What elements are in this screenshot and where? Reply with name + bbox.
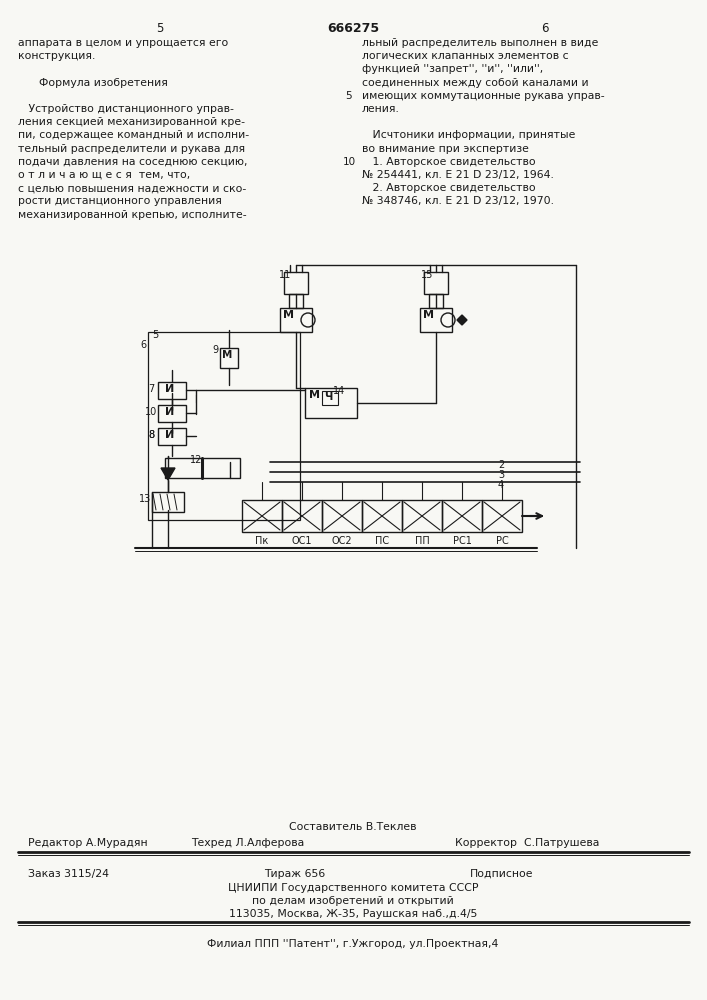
Bar (152, 492, 184, 512)
Text: M: M (423, 310, 434, 320)
Text: во внимание при экспертизе: во внимание при экспертизе (362, 144, 529, 154)
Text: механизированной крепью, исполните-: механизированной крепью, исполните- (18, 210, 247, 220)
Text: M: M (222, 350, 233, 360)
Bar (242, 500, 282, 532)
Text: подачи давления на соседнюю секцию,: подачи давления на соседнюю секцию, (18, 157, 247, 167)
Text: 5: 5 (152, 330, 158, 340)
Bar (282, 500, 322, 532)
Text: конструкция.: конструкция. (18, 51, 95, 61)
Text: РС1: РС1 (452, 536, 472, 546)
Text: ОС1: ОС1 (292, 536, 312, 546)
Text: ления.: ления. (362, 104, 400, 114)
Text: Формула изобретения: Формула изобретения (18, 78, 168, 88)
Text: Корректор  С.Патрушева: Корректор С.Патрушева (455, 838, 600, 848)
Text: тельный распределители и рукава для: тельный распределители и рукава для (18, 144, 245, 154)
Bar (420, 308, 452, 332)
Text: 12: 12 (190, 455, 202, 465)
Text: 113035, Москва, Ж-35, Раушская наб.,д.4/5: 113035, Москва, Ж-35, Раушская наб.,д.4/… (229, 909, 477, 919)
Text: 14: 14 (333, 386, 345, 396)
Text: логических клапанных элементов с: логических клапанных элементов с (362, 51, 568, 61)
Bar (158, 382, 186, 399)
Text: Тираж 656: Тираж 656 (264, 869, 326, 879)
Text: 13: 13 (139, 494, 151, 504)
Text: РС: РС (496, 536, 508, 546)
Text: 6: 6 (140, 340, 146, 350)
Text: 10: 10 (145, 407, 157, 417)
Bar (280, 308, 312, 332)
Bar (284, 272, 308, 294)
Text: имеющих коммутационные рукава управ-: имеющих коммутационные рукава управ- (362, 91, 604, 101)
Text: 11: 11 (279, 270, 291, 280)
Text: Составитель В.Теклев: Составитель В.Теклев (289, 822, 416, 832)
Text: ОС2: ОС2 (332, 536, 352, 546)
Text: Пк: Пк (255, 536, 269, 546)
Text: 5: 5 (346, 91, 352, 101)
Polygon shape (457, 315, 467, 325)
Bar (424, 272, 448, 294)
Bar (220, 348, 238, 368)
Bar (362, 500, 402, 532)
Text: И: И (165, 430, 174, 440)
Text: 10: 10 (342, 157, 356, 167)
Bar (289, 294, 303, 308)
Bar (442, 500, 482, 532)
Text: Редактор А.Мурадян: Редактор А.Мурадян (28, 838, 148, 848)
Text: 1. Авторское свидетельство: 1. Авторское свидетельство (362, 157, 536, 167)
Text: 2: 2 (498, 460, 504, 470)
Text: ЦНИИПИ Государственного комитета СССР: ЦНИИПИ Государственного комитета СССР (228, 883, 478, 893)
Text: 8: 8 (148, 430, 154, 440)
Text: аппарата в целом и упрощается его: аппарата в целом и упрощается его (18, 38, 228, 48)
Text: 666275: 666275 (327, 22, 379, 35)
Text: 15: 15 (421, 270, 433, 280)
Text: № 348746, кл. E 21 D 23/12, 1970.: № 348746, кл. E 21 D 23/12, 1970. (362, 196, 554, 206)
Text: ПП: ПП (414, 536, 429, 546)
Text: Заказ 3115/24: Заказ 3115/24 (28, 869, 109, 879)
Text: рости дистанционного управления: рости дистанционного управления (18, 196, 222, 206)
Bar (322, 391, 338, 405)
Text: 2. Авторское свидетельство: 2. Авторское свидетельство (362, 183, 536, 193)
Text: Подписное: Подписное (470, 869, 534, 879)
Text: 6: 6 (542, 22, 549, 35)
Text: Устройство дистанционного управ-: Устройство дистанционного управ- (18, 104, 234, 114)
Bar (158, 405, 186, 422)
Bar (482, 500, 522, 532)
Bar (305, 388, 357, 418)
Bar (165, 458, 240, 478)
Text: И: И (165, 407, 174, 417)
Text: функцией ''запрет'', ''и'', ''или'',: функцией ''запрет'', ''и'', ''или'', (362, 64, 543, 74)
Text: Ч: Ч (324, 392, 332, 402)
Bar (402, 500, 442, 532)
Bar (322, 500, 362, 532)
Text: 7: 7 (148, 384, 154, 394)
Text: 5: 5 (156, 22, 164, 35)
Text: о т л и ч а ю щ е с я  тем, что,: о т л и ч а ю щ е с я тем, что, (18, 170, 190, 180)
Bar (429, 294, 443, 308)
Text: M: M (283, 310, 294, 320)
Text: с целью повышения надежности и ско-: с целью повышения надежности и ско- (18, 183, 246, 193)
Text: Техред Л.Алферова: Техред Л.Алферова (192, 838, 305, 848)
Text: соединенных между собой каналами и: соединенных между собой каналами и (362, 78, 589, 88)
Text: № 254441, кл. E 21 D 23/12, 1964.: № 254441, кл. E 21 D 23/12, 1964. (362, 170, 554, 180)
Text: Исчтоники информации, принятые: Исчтоники информации, принятые (362, 130, 575, 140)
Bar (148, 332, 300, 520)
Text: 3: 3 (498, 470, 504, 480)
Text: 4: 4 (498, 480, 504, 490)
Text: ПС: ПС (375, 536, 389, 546)
Text: И: И (165, 384, 174, 394)
Text: 9: 9 (212, 345, 218, 355)
Bar (158, 428, 186, 445)
Text: 8: 8 (148, 430, 154, 440)
Text: Филиал ППП ''Патент'', г.Ужгород, ул.Проектная,4: Филиал ППП ''Патент'', г.Ужгород, ул.Про… (207, 939, 498, 949)
Polygon shape (161, 468, 175, 480)
Text: льный распределитель выполнен в виде: льный распределитель выполнен в виде (362, 38, 598, 48)
Text: пи, содержащее командный и исполни-: пи, содержащее командный и исполни- (18, 130, 249, 140)
Text: по делам изобретений и открытий: по делам изобретений и открытий (252, 896, 454, 906)
Text: M: M (309, 390, 320, 400)
Text: ления секцией механизированной кре-: ления секцией механизированной кре- (18, 117, 245, 127)
